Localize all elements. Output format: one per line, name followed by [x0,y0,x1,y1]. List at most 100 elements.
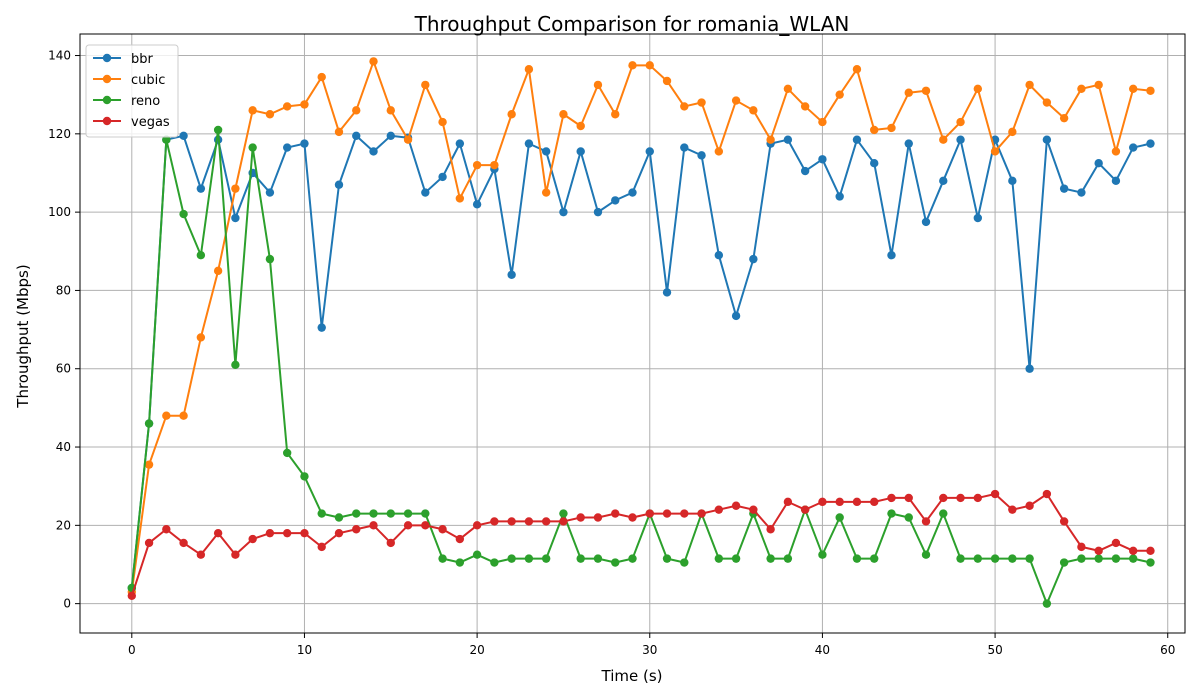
data-point-cubic [628,61,637,70]
data-point-vegas [438,525,447,534]
data-point-bbr [576,147,585,156]
data-point-vegas [559,517,568,526]
data-point-vegas [300,528,309,538]
data-point-reno [559,509,568,518]
data-point-cubic [438,117,447,127]
data-point-bbr [196,184,206,193]
data-point-vegas [939,493,948,503]
data-point-bbr [939,176,948,186]
data-point-vegas [818,497,827,507]
data-point-vegas [369,521,378,530]
data-point-cubic [973,84,983,94]
data-point-bbr [369,147,378,156]
series-reno [127,125,1155,608]
data-point-bbr [593,207,603,217]
data-point-reno [524,554,534,563]
data-point-vegas [1129,546,1138,555]
data-point-cubic [403,135,413,144]
data-point-vegas [386,538,395,548]
data-point-reno [973,554,983,563]
data-point-vegas [490,517,499,526]
data-point-reno [282,448,292,458]
data-point-vegas [714,505,724,514]
data-point-reno [956,554,965,563]
data-point-bbr [386,131,395,140]
data-point-vegas [800,505,810,514]
data-point-cubic [455,194,465,203]
data-point-cubic [507,110,516,119]
data-point-vegas [1008,505,1017,514]
y-tick-label: 120 [48,127,71,141]
data-point-bbr [265,188,275,197]
data-point-reno [472,550,482,559]
legend: bbr cubic reno vegas [85,44,179,138]
data-point-vegas [1111,538,1121,548]
data-point-bbr [1111,176,1121,186]
data-point-bbr [783,135,793,144]
data-point-cubic [541,188,551,197]
grid-layer [80,34,1185,633]
data-point-vegas [662,509,672,518]
y-tick-label: 0 [63,597,71,611]
data-point-bbr [697,151,706,160]
data-point-bbr [317,323,326,332]
data-point-cubic [231,184,240,193]
data-point-reno [662,554,672,563]
data-point-reno [541,554,551,563]
y-tick-label: 100 [48,205,71,219]
x-tick-label: 20 [469,643,484,657]
legend-label: cubic [131,73,165,88]
data-point-vegas [248,534,257,544]
data-point-cubic [904,88,913,97]
data-point-bbr [852,135,862,144]
data-point-reno [1094,554,1103,563]
data-point-vegas [921,517,931,526]
data-point-reno [352,509,361,518]
data-point-bbr [334,180,344,189]
data-point-vegas [680,509,689,518]
data-point-cubic [939,135,948,144]
data-point-bbr [352,131,361,140]
data-point-bbr [541,147,551,156]
plot-frame [79,33,1186,634]
data-point-vegas [956,493,965,503]
data-point-cubic [559,110,568,119]
data-point-bbr [1042,135,1052,144]
data-point-cubic [213,266,223,276]
data-point-cubic [990,147,1000,156]
data-point-vegas [317,542,326,552]
legend-entry-vegas: vegas [93,115,170,130]
series-vegas [127,489,1155,601]
data-point-vegas [645,509,654,518]
series-line-vegas [130,493,1151,597]
data-point-vegas [628,513,637,522]
y-tick-label: 60 [56,362,71,376]
data-point-bbr [1077,188,1086,197]
legend-marker [102,95,112,105]
data-point-vegas [403,521,413,530]
data-point-cubic [352,106,361,115]
data-point-vegas [179,538,188,548]
data-point-vegas [1077,542,1086,552]
data-point-vegas [265,528,275,538]
data-point-vegas [541,517,551,526]
data-point-cubic [144,460,154,469]
data-point-reno [421,509,430,518]
data-point-vegas [1042,489,1052,499]
data-point-vegas [1146,546,1155,555]
legend-marker [102,53,112,63]
legend-entry-cubic: cubic [93,73,165,88]
x-tick-label: 40 [815,643,830,657]
data-point-vegas [783,497,793,507]
data-point-bbr [231,213,240,223]
data-point-cubic [956,117,965,127]
data-point-reno [438,554,447,563]
data-point-vegas [973,493,983,503]
data-point-reno [507,554,516,563]
data-point-cubic [731,96,741,105]
data-point-reno [783,554,793,563]
data-point-cubic [766,135,775,144]
data-point-cubic [921,86,931,95]
data-point-reno [576,554,585,563]
data-point-cubic [1042,98,1052,107]
